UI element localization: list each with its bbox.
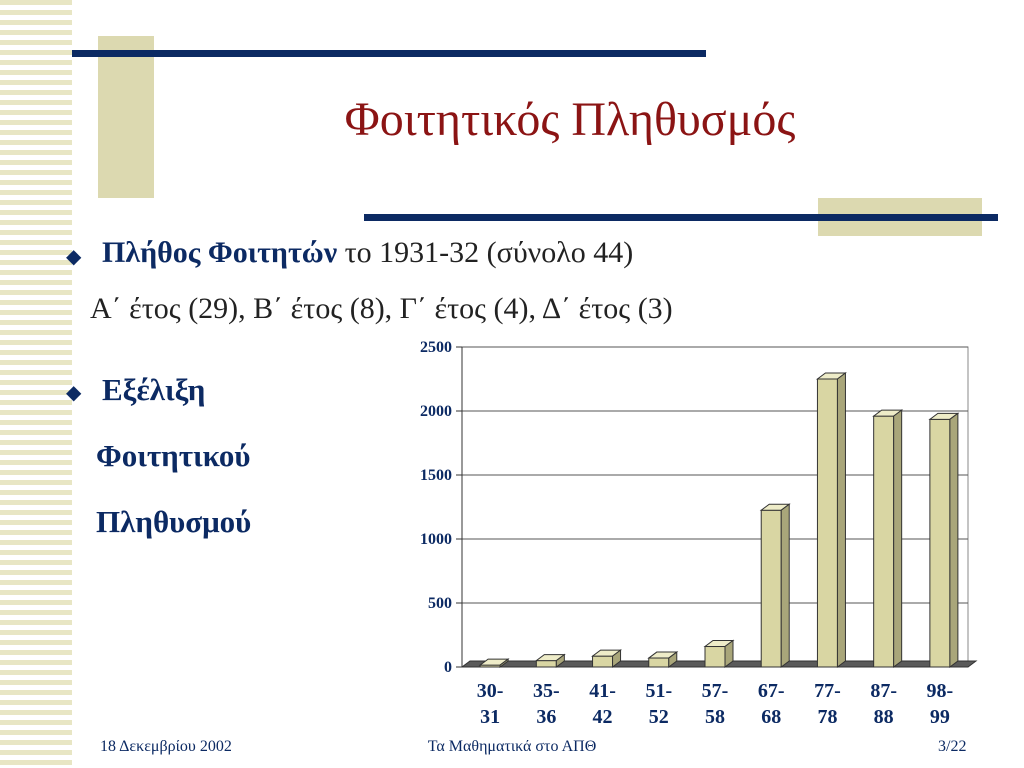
x-tick-label: 52 bbox=[649, 706, 669, 728]
x-tick-label: 78 bbox=[817, 706, 837, 728]
x-tick-label: 88 bbox=[874, 706, 894, 728]
y-tick-label: 0 bbox=[444, 659, 452, 676]
bullet-1-line-1: Πλήθος Φοιτητών το 1931-32 (σύνολο 44) bbox=[102, 236, 633, 270]
bar-side bbox=[949, 412, 959, 668]
footer-center: Τα Μαθηματικά στο ΑΠΘ bbox=[427, 738, 597, 755]
x-tick-label: 42 bbox=[593, 706, 613, 728]
bar-chart: 0 500 1000 1500 2000 2500 30- 31 35- 36 41- 42 51- 52… bbox=[420, 339, 978, 728]
x-tick-label: 30- bbox=[477, 680, 504, 702]
bar bbox=[760, 509, 782, 668]
bar bbox=[873, 415, 895, 668]
x-tick-label: 87- bbox=[870, 680, 897, 702]
bar-side bbox=[724, 639, 734, 668]
slide-title: Φοιτητικός Πληθυσμός bbox=[344, 93, 796, 146]
bar bbox=[535, 660, 557, 668]
bar-side bbox=[780, 503, 790, 668]
bullet-1-line-2: Α΄ έτος (29), Β΄ έτος (8), Γ΄ έτος (4), … bbox=[90, 292, 673, 325]
bullet-1-bold: Πλήθος Φοιτητών bbox=[102, 236, 338, 269]
decorative-line-middle bbox=[364, 214, 998, 221]
x-tick-label: 99 bbox=[930, 706, 950, 728]
bar-side bbox=[612, 649, 622, 668]
x-tick-label: 31 bbox=[480, 706, 500, 728]
bar bbox=[816, 378, 838, 668]
diamond-bullet-icon: ◆ bbox=[66, 382, 82, 404]
decorative-line-top bbox=[72, 50, 706, 57]
x-tick-label: 67- bbox=[758, 680, 785, 702]
y-tick-label: 2500 bbox=[420, 339, 452, 356]
footer-date: 18 Δεκεμβρίου 2002 bbox=[100, 738, 232, 755]
x-tick-label: 41- bbox=[589, 680, 616, 702]
y-tick-label: 1500 bbox=[420, 467, 452, 484]
bar bbox=[592, 655, 614, 668]
bullet-2-line-1: Εξέλιξη bbox=[102, 372, 206, 407]
bar-side bbox=[668, 651, 678, 668]
bullet-1-rest: το 1931-32 (σύνολο 44) bbox=[337, 236, 634, 269]
bar bbox=[929, 418, 951, 668]
x-tick-label: 35- bbox=[533, 680, 560, 702]
bar bbox=[704, 646, 726, 668]
bar-side bbox=[893, 409, 903, 668]
x-tick-label: 58 bbox=[705, 706, 725, 728]
bar-side bbox=[499, 658, 509, 668]
bullet-2-line-2: Φοιτητικού bbox=[96, 438, 251, 473]
bar-side bbox=[836, 372, 846, 668]
decorative-block-left bbox=[98, 36, 154, 198]
x-tick-label: 68 bbox=[761, 706, 781, 728]
bar bbox=[648, 657, 670, 668]
y-tick-label: 500 bbox=[428, 595, 452, 612]
bullet-2-line-3: Πληθυσμού bbox=[96, 504, 252, 539]
x-tick-label: 36 bbox=[536, 706, 556, 728]
x-tick-label: 57- bbox=[702, 680, 729, 702]
diamond-bullet-icon: ◆ bbox=[66, 246, 82, 268]
bar-side bbox=[555, 653, 565, 668]
y-tick-label: 2000 bbox=[420, 403, 452, 420]
x-tick-label: 77- bbox=[814, 680, 841, 702]
y-tick-label: 1000 bbox=[420, 531, 452, 548]
x-tick-label: 51- bbox=[645, 680, 672, 702]
decorative-stripes bbox=[0, 0, 72, 768]
x-tick-label: 98- bbox=[927, 680, 954, 702]
footer-page-number: 3/22 bbox=[938, 738, 967, 755]
